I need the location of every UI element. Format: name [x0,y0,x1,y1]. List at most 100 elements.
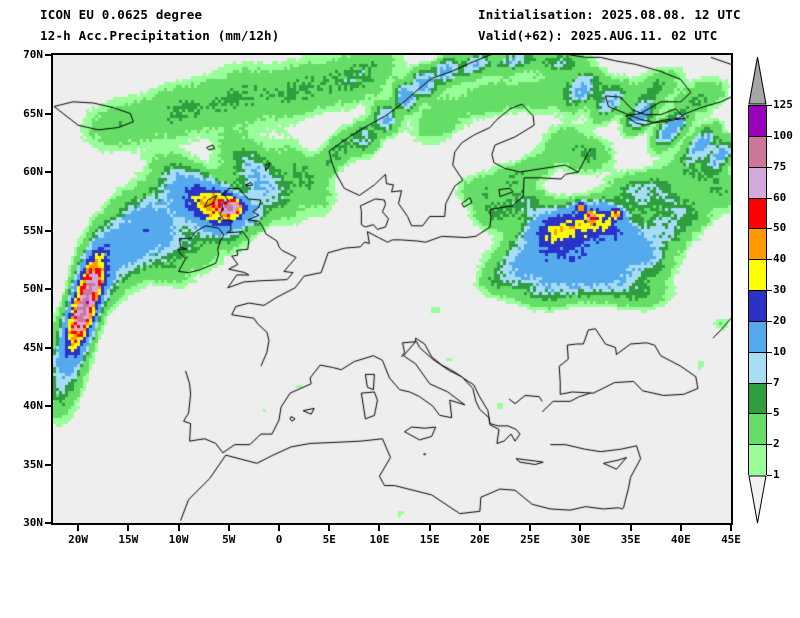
longitude-tick [579,525,582,531]
longitude-label: 20W [68,533,89,546]
colorbar-level-label: 125 [773,98,793,111]
latitude-tick [45,522,51,524]
latitude-tick [45,54,51,56]
colorbar-band [749,414,766,446]
longitude-label: 40E [670,533,691,546]
latitude-label: 65N [23,106,43,120]
latitude-tick [45,171,51,173]
latitude-tick [45,346,51,349]
colorbar-separator [748,444,767,446]
colorbar-level-label: 30 [773,283,787,296]
colorbar-band [749,352,766,384]
colorbar-level-label: 40 [773,252,787,266]
colorbar-level-label: 60 [773,190,787,204]
colorbar-level-label: 7 [773,375,780,389]
longitude-tick [77,525,80,531]
colorbar-tick [767,228,772,230]
model-title: ICON EU 0.0625 degree [40,7,203,22]
colorbar-separator [748,320,767,322]
colorbar-separator [748,382,767,384]
longitude-label: 35E [620,533,641,546]
longitude-tick [177,525,180,531]
longitude-tick [478,525,481,531]
colorbar-level-label: 1 [773,468,780,481]
colorbar-band [749,167,766,199]
colorbar-tick [767,290,772,291]
colorbar-separator [748,259,767,261]
colorbar-band [749,383,766,415]
latitude-tick [45,288,51,290]
longitude-label: 15W [118,533,139,546]
colorbar-separator [748,351,767,353]
longitude-label: 20E [469,533,490,546]
colorbar-level-label: 75 [773,159,787,173]
colorbar-band [749,136,766,168]
colorbar-separator [748,413,767,415]
longitude-label: 45E [721,533,741,546]
longitude-tick [629,525,632,531]
colorbar-separator [748,166,767,168]
latitude-tick [45,229,51,232]
colorbar-band [749,229,766,261]
colorbar-tick [767,259,772,261]
colorbar-tick [767,197,772,199]
latitude-label: 40N [23,399,43,412]
longitude-label: 5W [222,533,236,546]
latitude-label: 30N [23,516,43,529]
latitude-tick [45,405,51,407]
latitude-label: 50N [23,282,43,295]
latitude-label: 35N [23,457,43,471]
colorbar-level-label: 100 [773,128,793,142]
colorbar-tick [767,320,772,322]
over-arrow-icon [748,56,767,105]
longitude-tick [378,525,381,531]
colorbar-tick [767,382,772,384]
colorbar-tick [767,135,772,137]
colorbar-separator [748,228,767,230]
longitude-label: 0 [275,533,283,546]
latitude-label: 70N [23,48,43,61]
colorbar-level-label: 20 [773,313,787,327]
longitude-tick [730,525,732,531]
field-title: 12-h Acc.Precipitation (mm/12h) [40,28,280,43]
longitude-label: 5E [322,533,336,546]
colorbar-level-label: 50 [773,221,787,235]
colorbar-level-label: 5 [773,406,780,420]
colorbar-tick [767,475,772,476]
latitude-label: 55N [23,223,43,237]
longitude-tick [428,525,431,531]
latitude-label: 60N [23,165,43,178]
colorbar-tick [767,351,772,353]
longitude-label: 15E [419,533,440,546]
colorbar-level-label: 10 [773,344,787,358]
colorbar-separator [748,197,767,199]
latitude-label: 45N [23,340,43,354]
colorbar-band [749,198,766,230]
longitude-label: 10W [168,533,189,546]
colorbar-tick [767,413,772,415]
under-arrow-icon [748,475,767,524]
longitude-label: 25E [520,533,541,546]
map-panel [51,53,733,525]
colorbar-separator [748,290,767,291]
colorbar-over-arrow [748,55,767,109]
latitude-tick [45,112,51,115]
colorbar-band [749,290,766,322]
colorbar-band [749,321,766,353]
colorbar-tick [767,105,772,106]
colorbar-under-arrow [748,475,767,529]
header: ICON EU 0.0625 degree 12-h Acc.Precipita… [0,0,800,50]
longitude-tick [679,525,682,531]
longitude-label: 30E [570,533,591,546]
colorbar-separator [748,135,767,137]
colorbar-band [749,445,766,476]
longitude-label: 10E [369,533,390,546]
longitude-tick [328,525,331,531]
colorbar-level-label: 2 [773,437,780,451]
colorbar-tick [767,166,772,168]
colorbar-tick [767,444,772,446]
latitude-tick [45,463,51,466]
valid-time: Valid(+62): 2025.AUG.11. 02 UTC [478,28,718,43]
longitude-tick [278,525,280,531]
colorbar-band [749,106,766,137]
